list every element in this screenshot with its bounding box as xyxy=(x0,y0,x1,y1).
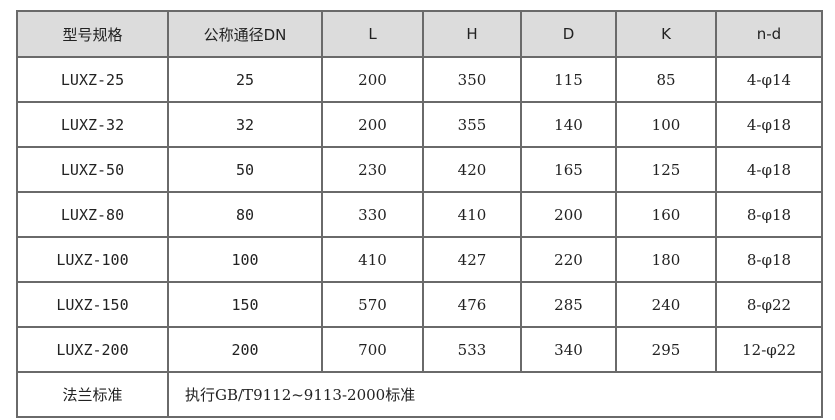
column-header: n-d xyxy=(715,10,823,58)
table-cell: 200 xyxy=(321,101,424,148)
table-cell: 350 xyxy=(422,56,522,103)
table-cell: 410 xyxy=(422,191,522,238)
column-header: K xyxy=(615,10,717,58)
table-cell: 8-φ18 xyxy=(715,191,823,238)
table-row: LUXZ-200 200 700 533 340 295 12-φ22 xyxy=(16,326,823,373)
table-row: LUXZ-25 25 200 350 115 85 4-φ14 xyxy=(16,56,823,103)
table-cell: 100 xyxy=(167,236,323,283)
table-cell: 295 xyxy=(615,326,717,373)
table-cell: 355 xyxy=(422,101,522,148)
table-cell: 240 xyxy=(615,281,717,328)
table-cell: 125 xyxy=(615,146,717,193)
table-cell: 200 xyxy=(520,191,617,238)
flange-standard-row: 法兰标准 执行GB/T9112~9113-2000标准 xyxy=(16,371,823,418)
table-cell: 150 xyxy=(167,281,323,328)
table-cell: 80 xyxy=(167,191,323,238)
column-header: H xyxy=(422,10,522,58)
table-cell: 200 xyxy=(321,56,424,103)
table-row: LUXZ-50 50 230 420 165 125 4-φ18 xyxy=(16,146,823,193)
column-header: L xyxy=(321,10,424,58)
table-cell: LUXZ-200 xyxy=(16,326,169,373)
table-cell: 165 xyxy=(520,146,617,193)
table-cell: LUXZ-50 xyxy=(16,146,169,193)
table-row: LUXZ-32 32 200 355 140 100 4-φ18 xyxy=(16,101,823,148)
table-cell: 140 xyxy=(520,101,617,148)
table-cell: LUXZ-100 xyxy=(16,236,169,283)
table-cell: LUXZ-80 xyxy=(16,191,169,238)
table-cell: 340 xyxy=(520,326,617,373)
table-cell: 285 xyxy=(520,281,617,328)
table-cell: 85 xyxy=(615,56,717,103)
table-cell: 160 xyxy=(615,191,717,238)
table-cell: 200 xyxy=(167,326,323,373)
table-cell: 8-φ22 xyxy=(715,281,823,328)
table-cell: 420 xyxy=(422,146,522,193)
table-cell: 8-φ18 xyxy=(715,236,823,283)
table-cell: 50 xyxy=(167,146,323,193)
table-row: LUXZ-100 100 410 427 220 180 8-φ18 xyxy=(16,236,823,283)
table-cell: 32 xyxy=(167,101,323,148)
table-row: LUXZ-150 150 570 476 285 240 8-φ22 xyxy=(16,281,823,328)
table-cell: 220 xyxy=(520,236,617,283)
flange-standard-label: 法兰标准 xyxy=(16,371,169,418)
column-header: D xyxy=(520,10,617,58)
table-cell: 230 xyxy=(321,146,424,193)
table-cell: 570 xyxy=(321,281,424,328)
table-cell: 533 xyxy=(422,326,522,373)
table-cell: 330 xyxy=(321,191,424,238)
table-cell: 115 xyxy=(520,56,617,103)
flange-standard-value: 执行GB/T9112~9113-2000标准 xyxy=(167,371,823,418)
table-cell: 700 xyxy=(321,326,424,373)
table-cell: 12-φ22 xyxy=(715,326,823,373)
table-cell: 410 xyxy=(321,236,424,283)
table-cell: 427 xyxy=(422,236,522,283)
table-row: LUXZ-80 80 330 410 200 160 8-φ18 xyxy=(16,191,823,238)
table-cell: 180 xyxy=(615,236,717,283)
table-cell: 25 xyxy=(167,56,323,103)
table-cell: LUXZ-25 xyxy=(16,56,169,103)
column-header: 公称通径DN xyxy=(167,10,323,58)
table-cell: 4-φ14 xyxy=(715,56,823,103)
table-cell: 4-φ18 xyxy=(715,101,823,148)
table-cell: 100 xyxy=(615,101,717,148)
column-header: 型号规格 xyxy=(16,10,169,58)
table-cell: LUXZ-32 xyxy=(16,101,169,148)
table-cell: 476 xyxy=(422,281,522,328)
table-cell: 4-φ18 xyxy=(715,146,823,193)
table-cell: LUXZ-150 xyxy=(16,281,169,328)
